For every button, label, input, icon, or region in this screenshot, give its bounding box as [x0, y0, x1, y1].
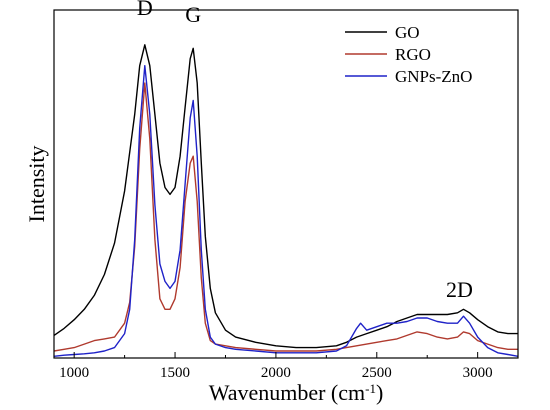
x-tick-label-2500: 2500	[362, 365, 392, 381]
legend-label-go: GO	[395, 23, 420, 42]
legend-label-rgo: RGO	[395, 45, 431, 64]
legend: GO RGO GNPs-ZnO	[345, 23, 472, 86]
series-line-gnps-zno	[53, 65, 519, 357]
x-tick-label-3000: 3000	[463, 365, 493, 381]
x-ticks: 1000 1500 2000 2500 3000	[59, 352, 493, 381]
y-axis-label: Intensity	[24, 146, 49, 223]
annotation-g: G	[185, 2, 201, 27]
annotation-2d: 2D	[446, 277, 473, 302]
annotation-d: D	[137, 0, 153, 20]
x-axis-label-close: )	[376, 380, 383, 405]
series-line-go	[53, 44, 518, 349]
x-tick-label-1000: 1000	[59, 365, 89, 381]
x-tick-label-2000: 2000	[261, 365, 291, 381]
plot-frame	[53, 9, 519, 359]
legend-label-gnps-zno: GNPs-ZnO	[395, 67, 472, 86]
peak-annotations: D G 2D	[137, 0, 473, 302]
x-tick-label-1500: 1500	[160, 365, 190, 381]
x-axis-label: Wavenumber (cm-1)	[209, 380, 384, 405]
x-axis-label-main: Wavenumber (cm	[209, 380, 365, 405]
series-layer	[53, 44, 519, 357]
x-axis-label-superscript: -1	[365, 381, 376, 396]
